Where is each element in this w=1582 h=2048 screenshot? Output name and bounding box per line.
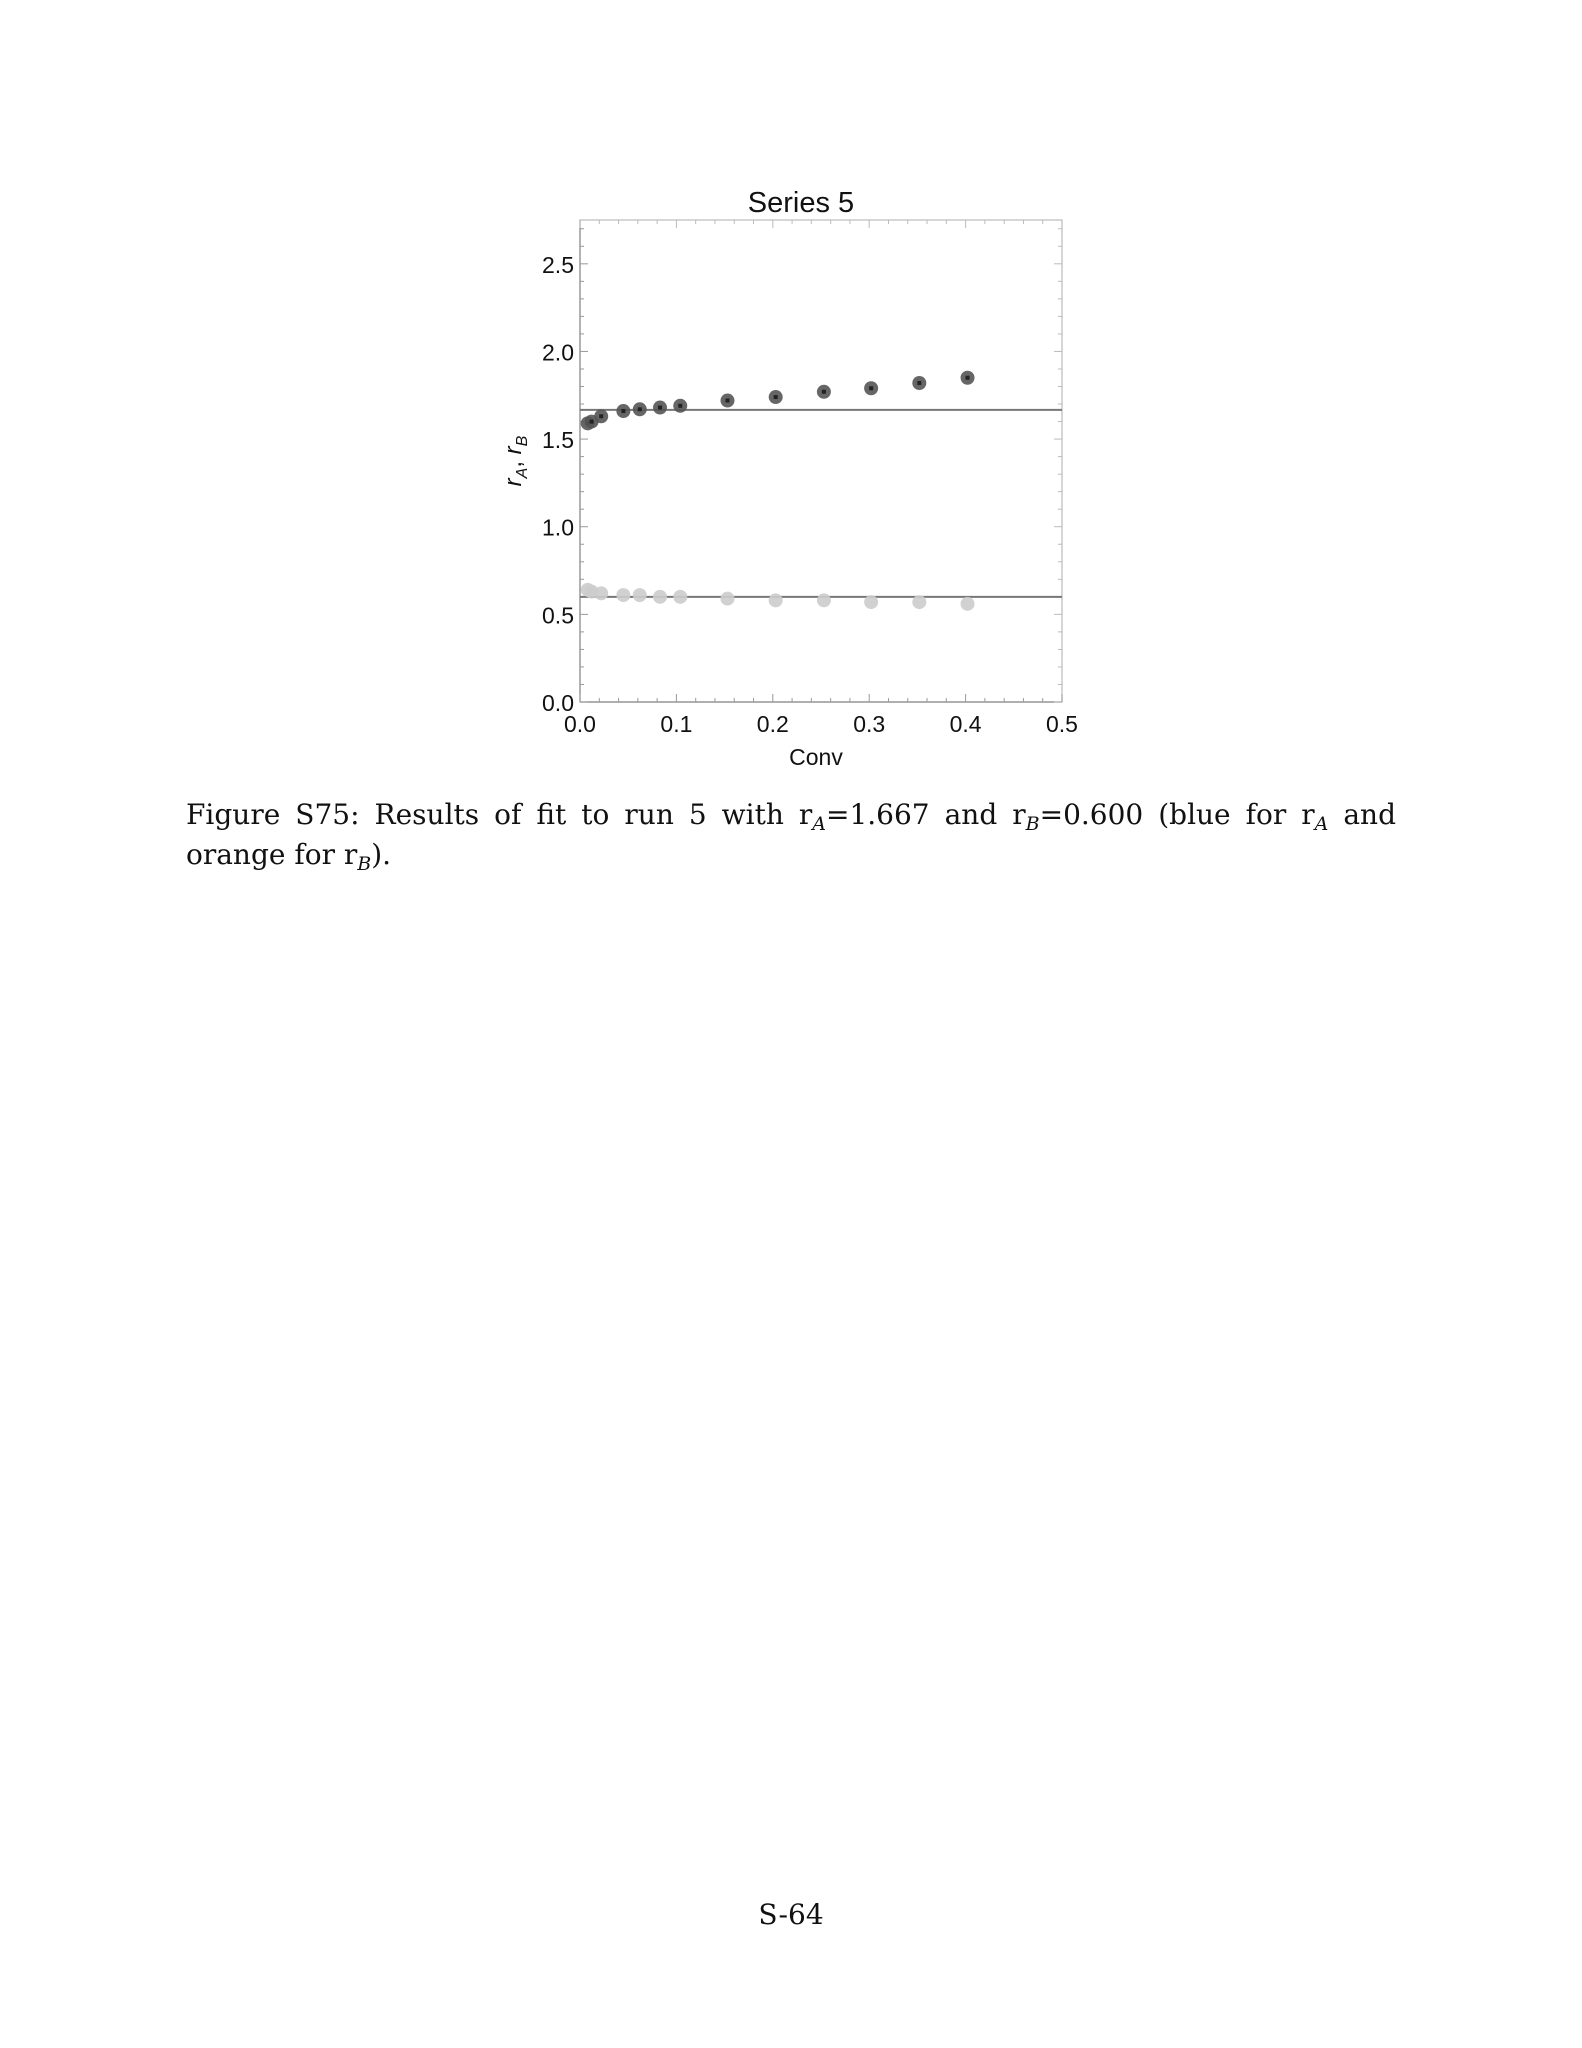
y-tick-label: 2.5	[542, 252, 574, 278]
data-point	[816, 593, 831, 608]
data-point	[632, 588, 647, 603]
error-bar-mark	[773, 395, 778, 400]
reference-lines	[580, 408, 1062, 598]
error-bar-mark	[678, 403, 683, 408]
caption-text-3: =0.600 (blue for r	[1039, 798, 1315, 831]
caption-sub-2: B	[1025, 813, 1040, 835]
data-point	[594, 586, 609, 601]
data-point	[616, 588, 631, 603]
y-tick-label: 0.0	[542, 690, 574, 716]
error-bar-mark	[637, 407, 642, 412]
caption-text-1: Figure S75: Results of fit to run 5 with…	[186, 798, 813, 831]
error-bar-mark	[589, 419, 594, 424]
x-axis-ticks: 0.0 0.1 0.2 0.3 0.4 0.5	[564, 220, 1078, 737]
data-point	[673, 589, 688, 604]
y-label-sub-a: A	[514, 468, 531, 480]
caption-sub-1: A	[812, 813, 826, 835]
y-tick-label: 2.0	[542, 339, 574, 365]
y-label-r-b: r	[500, 445, 527, 454]
y-tick-label: 1.5	[542, 427, 574, 453]
error-bar-mark	[965, 375, 970, 380]
y-axis-label: rA, rB	[500, 435, 531, 486]
y-label-sub-b: B	[514, 435, 531, 446]
data-point	[960, 596, 975, 611]
data-point	[864, 595, 879, 610]
data-point	[720, 591, 735, 606]
caption-sub-4: B	[357, 853, 372, 875]
caption-text-2: =1.667 and r	[825, 798, 1026, 831]
y-label-r-a: r	[500, 477, 527, 486]
x-axis-label: Conv	[789, 744, 843, 770]
error-bar-mark	[621, 409, 626, 414]
error-bar-mark	[821, 389, 826, 394]
data-points	[580, 370, 975, 611]
x-tick-label: 0.5	[1046, 711, 1078, 737]
data-point	[912, 595, 927, 610]
error-bar-mark	[658, 405, 663, 410]
y-tick-label: 0.5	[542, 602, 574, 628]
series-1	[580, 370, 975, 431]
chart-title: Series 5	[748, 187, 854, 219]
x-tick-label: 0.2	[757, 711, 789, 737]
x-tick-label: 0.1	[660, 711, 692, 737]
x-tick-label: 0.3	[853, 711, 885, 737]
x-tick-label: 0.4	[950, 711, 982, 737]
data-point	[653, 589, 668, 604]
caption-text-5: ).	[371, 838, 392, 871]
plot-frame	[579, 219, 1063, 703]
caption-text-4: and orange for r	[186, 798, 1397, 871]
y-tick-label: 1.0	[542, 515, 574, 541]
figure-caption: Figure S75: Results of fit to run 5 with…	[186, 795, 1396, 875]
x-tick-label: 0.0	[564, 711, 596, 737]
data-point	[768, 593, 783, 608]
caption-sub-3: A	[1314, 813, 1329, 835]
error-bar-mark	[917, 381, 922, 386]
scatter-chart: Series 5 0.0 0.5 1.0 1.5 2.0 2.5 0.0 0.1 0.2 0.3…	[500, 187, 1078, 770]
error-bar-mark	[599, 414, 604, 419]
y-axis-ticks: 0.0 0.5 1.0 1.5 2.0 2.5	[542, 228, 1062, 716]
error-bar-mark	[869, 386, 874, 391]
page-number: S-64	[758, 1898, 824, 1931]
error-bar-mark	[725, 398, 730, 403]
y-label-sep: ,	[500, 454, 527, 467]
series-2	[580, 582, 975, 611]
